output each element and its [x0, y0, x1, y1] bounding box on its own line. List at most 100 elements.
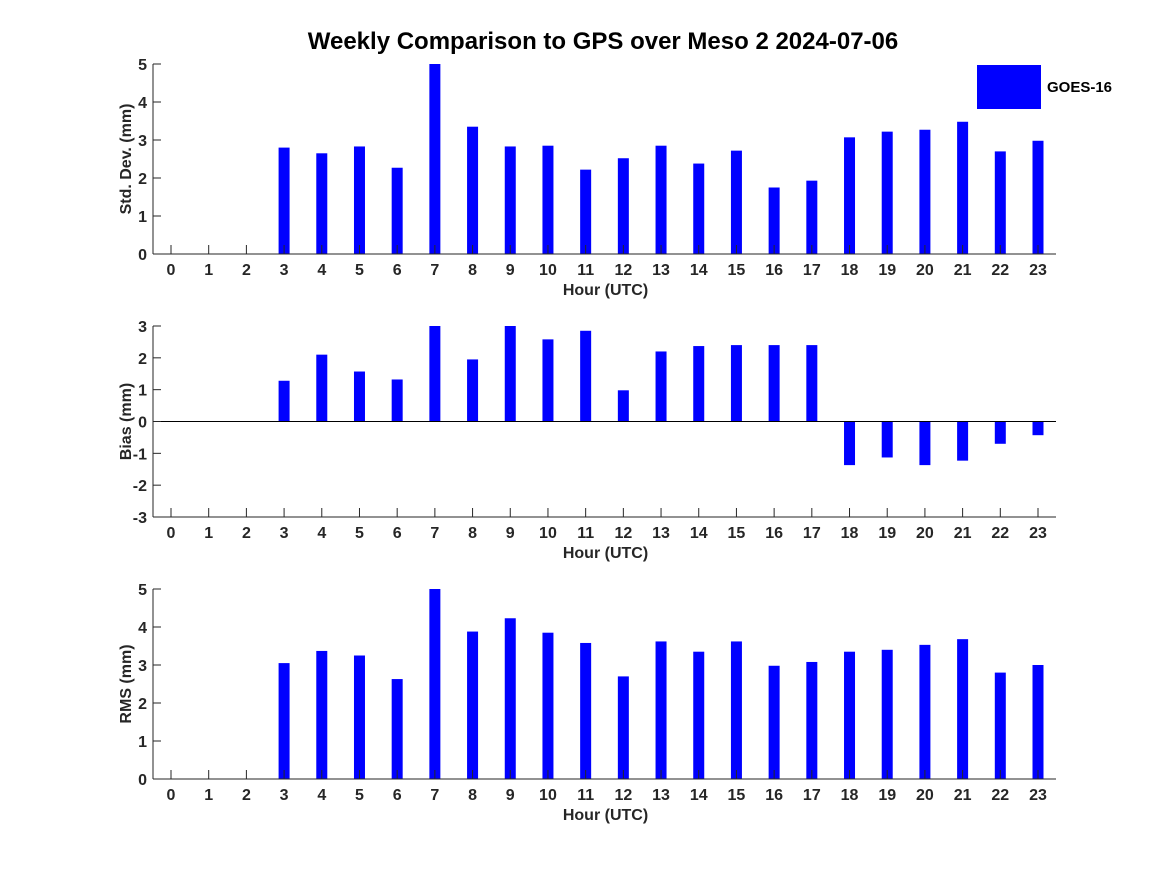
x-axis-label: Hour (UTC) [563, 807, 648, 824]
legend-label: GOES-16 [1047, 79, 1113, 96]
y-tick-label: 4 [138, 95, 147, 112]
bar [994, 151, 1006, 254]
x-tick-label: 3 [280, 787, 289, 804]
x-tick-label: 21 [954, 262, 972, 279]
bar [617, 390, 629, 422]
x-tick-label: 5 [355, 262, 364, 279]
x-tick-label: 8 [468, 262, 477, 279]
x-tick-label: 19 [878, 787, 896, 804]
x-tick-label: 9 [506, 525, 515, 542]
y-tick-label: 0 [138, 247, 147, 264]
x-tick-label: 22 [991, 262, 1009, 279]
x-tick-label: 16 [765, 787, 783, 804]
x-tick-label: 0 [167, 262, 176, 279]
bar [316, 153, 328, 254]
y-tick-label: 1 [138, 209, 147, 226]
bar [580, 642, 592, 779]
bar [881, 649, 893, 779]
y-tick-label: -1 [133, 446, 147, 463]
x-tick-label: 16 [765, 525, 783, 542]
x-tick-label: 18 [841, 262, 859, 279]
y-tick-label: 3 [138, 133, 147, 150]
legend-swatch [977, 65, 1041, 109]
x-tick-label: 21 [954, 787, 972, 804]
x-tick-label: 4 [317, 787, 326, 804]
x-tick-label: 22 [991, 787, 1009, 804]
x-tick-label: 7 [430, 787, 439, 804]
bar [429, 589, 441, 779]
x-tick-label: 18 [841, 525, 859, 542]
bar [391, 167, 403, 254]
x-tick-label: 1 [204, 262, 213, 279]
x-tick-label: 2 [242, 787, 251, 804]
x-tick-label: 5 [355, 787, 364, 804]
x-tick-label: 15 [728, 262, 746, 279]
y-tick-label: 4 [138, 620, 147, 637]
x-tick-label: 12 [614, 525, 632, 542]
x-tick-label: 1 [204, 525, 213, 542]
x-tick-label: 1 [204, 787, 213, 804]
x-tick-label: 3 [280, 525, 289, 542]
bar [693, 346, 705, 422]
x-tick-label: 6 [393, 262, 402, 279]
x-tick-label: 16 [765, 262, 783, 279]
x-tick-label: 19 [878, 262, 896, 279]
x-tick-label: 8 [468, 787, 477, 804]
x-tick-label: 6 [393, 525, 402, 542]
y-tick-label: 1 [138, 383, 147, 400]
bar [919, 644, 931, 779]
bar [768, 345, 780, 422]
y-tick-label: 2 [138, 696, 147, 713]
bar [504, 146, 516, 254]
bar [957, 121, 969, 254]
bar [316, 354, 328, 422]
y-tick-label: 5 [138, 582, 147, 599]
x-tick-label: 14 [690, 525, 708, 542]
x-tick-label: 17 [803, 787, 821, 804]
x-tick-label: 17 [803, 262, 821, 279]
bar [278, 147, 290, 254]
bar [693, 163, 705, 254]
x-tick-label: 20 [916, 525, 934, 542]
y-tick-label: 0 [138, 772, 147, 789]
bar [542, 632, 554, 779]
x-tick-label: 0 [167, 525, 176, 542]
y-tick-label: 2 [138, 171, 147, 188]
x-tick-label: 23 [1029, 787, 1047, 804]
x-tick-label: 10 [539, 787, 557, 804]
x-tick-label: 21 [954, 525, 972, 542]
bar [391, 379, 403, 422]
bar [542, 339, 554, 422]
bar [844, 421, 856, 466]
bar [655, 351, 667, 422]
bar [353, 371, 365, 422]
bar [580, 330, 592, 422]
x-axis-label: Hour (UTC) [563, 545, 648, 562]
x-tick-label: 7 [430, 525, 439, 542]
bar [806, 180, 818, 254]
bar [504, 326, 516, 422]
x-tick-label: 18 [841, 787, 859, 804]
x-tick-label: 15 [728, 525, 746, 542]
bar [730, 641, 742, 779]
bar [617, 158, 629, 254]
y-tick-label: 3 [138, 658, 147, 675]
bar [655, 641, 667, 779]
bar [316, 650, 328, 779]
bar [957, 421, 969, 461]
bar [353, 146, 365, 254]
x-tick-label: 23 [1029, 525, 1047, 542]
bar [730, 345, 742, 422]
x-tick-label: 15 [728, 787, 746, 804]
x-tick-label: 5 [355, 525, 364, 542]
y-tick-label: 2 [138, 351, 147, 368]
bar [580, 169, 592, 254]
bar [806, 661, 818, 779]
bar [655, 145, 667, 254]
x-tick-label: 12 [614, 787, 632, 804]
bar [768, 665, 780, 779]
y-axis-label: Bias (mm) [118, 383, 135, 460]
y-tick-label: -3 [133, 510, 147, 527]
bar [730, 150, 742, 254]
